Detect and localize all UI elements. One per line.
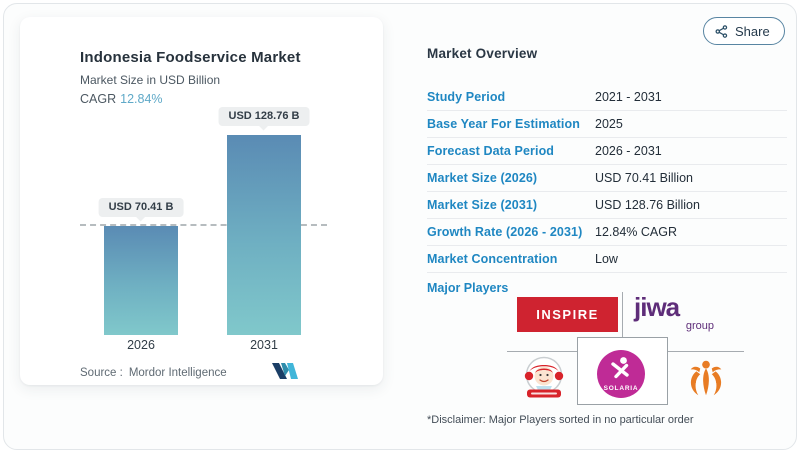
logo-divider-right [668,351,744,352]
jiwa-logo-subtext: group [685,320,714,332]
x-axis-label-2031: 2031 [250,338,278,352]
bar-value-label-2026: USD 70.41 B [98,198,184,217]
x-axis-label-2026: 2026 [127,338,155,352]
jiwa-logo-text: jiwa [634,292,680,322]
bar-chart: USD 70.41 B USD 128.76 B 2026 2031 [20,17,383,352]
market-chart-card: Indonesia Foodservice Market Market Size… [20,17,383,385]
row-value: 2021 - 2031 [595,90,662,104]
row-value: 2026 - 2031 [595,144,662,158]
source-label: Source : [80,367,123,379]
share-button-label: Share [735,23,770,39]
chart-title: Indonesia Foodservice Market [80,49,301,66]
panel-heading: Market Overview [427,46,538,61]
reference-line [80,224,327,226]
row-value: 12.84% CAGR [595,225,677,239]
solaria-logo: SOLARIA [597,350,645,398]
solaria-logo-text: SOLARIA [603,385,639,392]
row-value: 2025 [595,117,623,131]
solaria-figure-icon [611,357,629,379]
row-label: Market Concentration [427,252,558,266]
inspire-brands-logo: INSPIRE [517,297,618,332]
row-value: Low [595,252,618,266]
row-label: Market Size (2031) [427,198,538,212]
table-row: Forecast Data Period 2026 - 2031 [427,138,787,165]
disclaimer-text: *Disclaimer: Major Players sorted in no … [427,414,694,426]
row-label: Study Period [427,90,506,104]
logo-divider-vertical [622,292,623,337]
table-row: Market Size (2026) USD 70.41 Billion [427,165,787,192]
jiwa-group-logo: jiwa group [634,294,714,332]
bar-2031 [227,135,301,335]
wendys-logo [524,356,564,398]
table-row: Study Period 2021 - 2031 [427,84,787,111]
chart-subtitle: Market Size in USD Billion [80,73,221,87]
inspire-logo-text: INSPIRE [536,307,599,322]
row-label: Growth Rate (2026 - 2031) [427,225,583,239]
source-attribution: Source : Mordor Intelligence [80,367,227,379]
mordor-intelligence-logo-icon [272,363,298,379]
row-label: Base Year For Estimation [427,117,580,131]
cagr-value: 12.84% [120,92,163,106]
row-value: USD 70.41 Billion [595,171,693,185]
orange-emblem-logo [690,360,722,396]
table-row: Base Year For Estimation 2025 [427,111,787,138]
table-row: Growth Rate (2026 - 2031) 12.84% CAGR [427,219,787,246]
source-value: Mordor Intelligence [128,367,227,379]
share-icon [715,24,728,38]
chart-cagr: CAGR 12.84% [80,92,163,106]
bar-value-label-2031: USD 128.76 B [218,107,310,126]
logo-divider-left [507,351,577,352]
overview-table: Study Period 2021 - 2031 Base Year For E… [427,84,787,273]
bar-2026 [104,226,178,335]
table-row: Market Concentration Low [427,246,787,273]
row-value: USD 128.76 Billion [595,198,700,212]
row-label: Market Size (2026) [427,171,538,185]
cagr-label: CAGR [80,92,117,106]
major-players-label: Major Players [427,281,509,295]
share-button[interactable]: Share [703,17,785,45]
table-row: Market Size (2031) USD 128.76 Billion [427,192,787,219]
row-label: Forecast Data Period [427,144,555,158]
